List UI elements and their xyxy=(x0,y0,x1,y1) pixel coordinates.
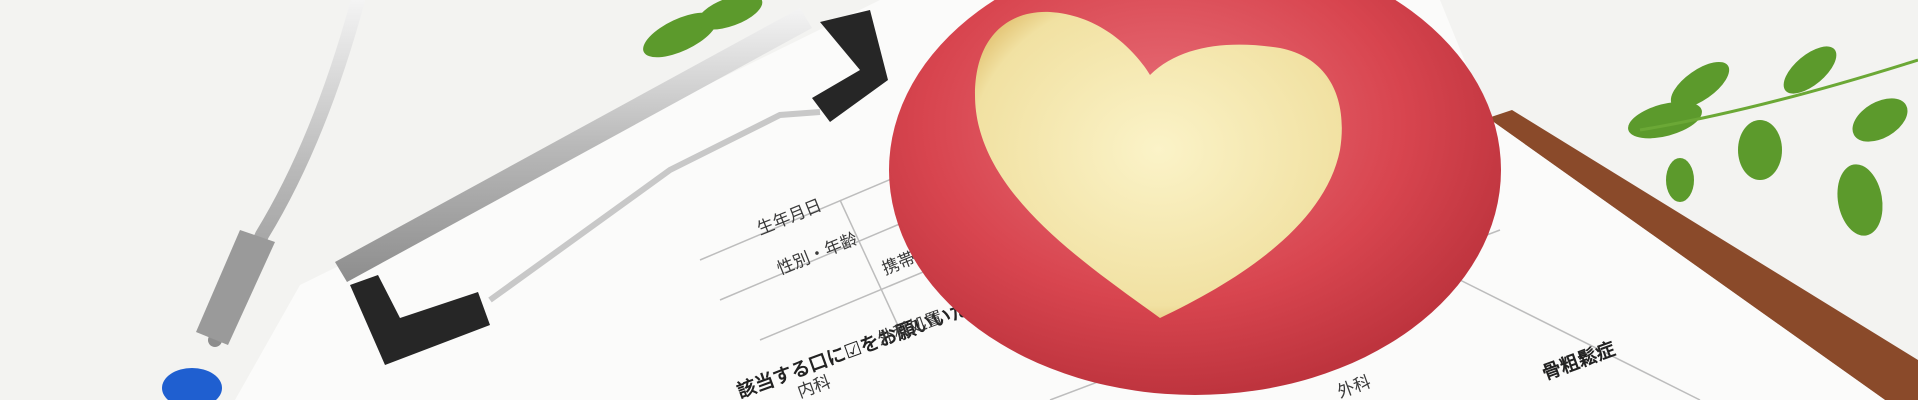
stethoscope-metal xyxy=(196,230,275,345)
clip-hinge xyxy=(812,10,888,122)
stethoscope-tip xyxy=(162,368,222,400)
leaf xyxy=(1837,164,1883,236)
clip-bar xyxy=(335,8,812,282)
stethoscope-tube xyxy=(208,0,365,347)
clipboard-board xyxy=(1488,110,1918,400)
leaves xyxy=(643,0,1918,236)
stem xyxy=(1639,58,1918,132)
leaf xyxy=(697,0,763,30)
clip-hinge xyxy=(350,275,490,365)
leaf xyxy=(1738,120,1782,180)
clip-wire xyxy=(488,109,821,303)
form-line xyxy=(1419,259,1701,400)
leaf xyxy=(1783,46,1837,94)
form-line xyxy=(839,199,901,331)
leaf xyxy=(1670,61,1730,109)
leaf xyxy=(1666,158,1694,202)
heart-cutout xyxy=(975,11,1342,319)
leaf xyxy=(1852,98,1908,142)
